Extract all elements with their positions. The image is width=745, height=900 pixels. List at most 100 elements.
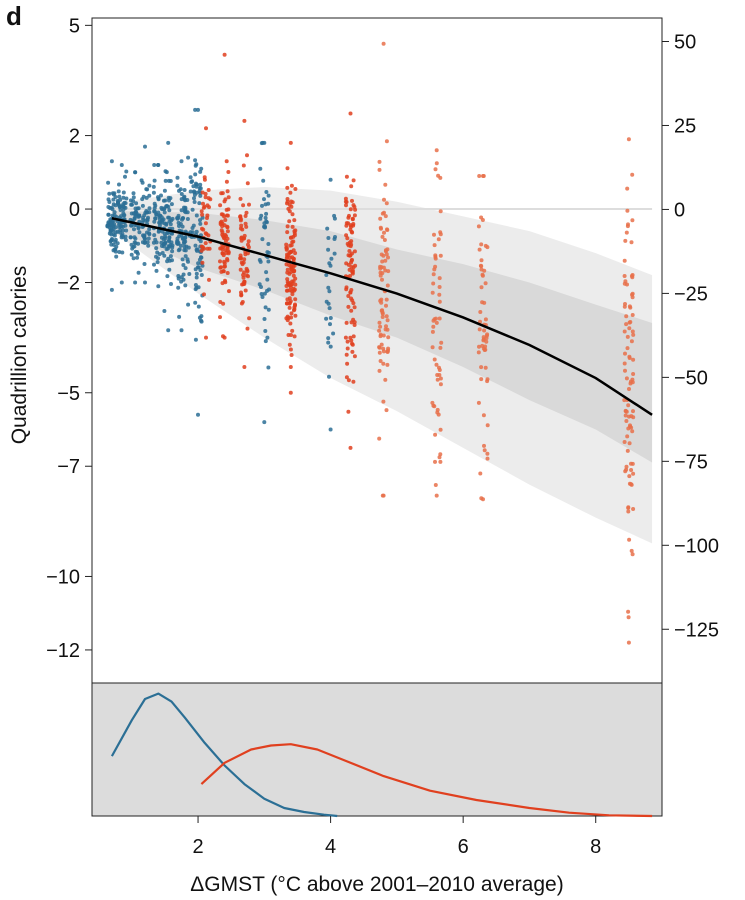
scatter-point — [484, 336, 489, 341]
scatter-point — [485, 377, 490, 382]
scatter-point — [194, 271, 199, 276]
scatter-point — [245, 153, 249, 158]
scatter-point — [384, 303, 388, 308]
scatter-point — [629, 461, 633, 466]
scatter-point — [630, 172, 635, 177]
scatter-point — [153, 209, 157, 214]
scatter-point — [242, 365, 247, 369]
scatter-point — [346, 304, 351, 309]
scatter-point — [289, 353, 294, 357]
scatter-point — [385, 228, 390, 232]
scatter-point — [262, 420, 267, 425]
scatter-point — [175, 175, 180, 180]
scatter-point — [170, 249, 175, 254]
scatter-point — [191, 184, 196, 189]
scatter-point — [190, 207, 195, 212]
scatter-point — [198, 182, 203, 187]
scatter-point — [288, 365, 293, 369]
scatter-point — [386, 346, 391, 351]
scatter-point — [345, 241, 350, 246]
scatter-point — [380, 259, 385, 264]
scatter-point — [162, 253, 167, 258]
scatter-point — [626, 640, 631, 645]
scatter-point — [153, 203, 158, 208]
scatter-point — [131, 191, 136, 196]
scatter-point — [225, 189, 230, 194]
scatter-point — [326, 247, 331, 252]
scatter-point — [476, 350, 481, 355]
scatter-point — [435, 407, 440, 412]
scatter-point — [483, 365, 488, 370]
scatter-point — [377, 436, 382, 441]
scatter-point — [222, 52, 227, 57]
scatter-point — [264, 270, 269, 275]
scatter-point — [293, 302, 297, 307]
scatter-point — [113, 195, 118, 199]
scatter-point — [348, 253, 353, 258]
scatter-point — [198, 221, 203, 226]
scatter-point — [154, 246, 159, 251]
scatter-point — [166, 140, 171, 145]
scatter-point — [624, 376, 629, 381]
scatter-point — [622, 304, 627, 309]
scatter-point — [106, 197, 111, 202]
scatter-point — [288, 243, 293, 248]
scatter-point — [193, 243, 198, 248]
scatter-point — [117, 194, 122, 199]
x-tick-label: 2 — [192, 836, 203, 858]
scatter-point — [258, 166, 263, 171]
scatter-point — [115, 241, 120, 246]
scatter-point — [349, 265, 354, 269]
scatter-point — [432, 404, 437, 409]
scatter-point — [431, 281, 436, 286]
scatter-point — [286, 316, 291, 321]
scatter-point — [225, 213, 229, 218]
scatter-point — [377, 328, 382, 333]
scatter-point — [288, 321, 293, 326]
scatter-point — [343, 199, 348, 204]
scatter-point — [129, 252, 134, 257]
scatter-point — [437, 299, 442, 304]
scatter-point — [206, 233, 211, 238]
scatter-point — [194, 213, 199, 218]
scatter-point — [121, 211, 126, 216]
scatter-point — [485, 456, 490, 461]
scatter-point — [326, 236, 331, 240]
scatter-point — [187, 272, 192, 276]
scatter-point — [198, 193, 203, 198]
scatter-point — [243, 214, 248, 218]
density-panel — [91, 682, 663, 817]
scatter-point — [178, 187, 183, 192]
scatter-point — [199, 209, 204, 214]
scatter-point — [346, 294, 351, 298]
scatter-point — [246, 245, 251, 250]
scatter-point — [627, 326, 632, 331]
scatter-point — [165, 231, 170, 236]
scatter-point — [630, 429, 635, 434]
scatter-point — [169, 202, 174, 207]
scatter-point — [192, 196, 196, 201]
scatter-point — [625, 208, 630, 213]
scatter-point — [623, 368, 627, 373]
scatter-point — [485, 451, 490, 456]
scatter-point — [290, 212, 295, 217]
scatter-point — [434, 161, 439, 166]
scatter-point — [260, 237, 265, 242]
scatter-point — [384, 314, 389, 319]
scatter-point — [352, 354, 357, 359]
scatter-point — [201, 227, 206, 232]
scatter-point — [439, 340, 444, 345]
scatter-point — [157, 217, 162, 222]
scatter-point — [218, 259, 222, 264]
scatter-point — [142, 262, 147, 266]
scatter-point — [225, 271, 230, 275]
scatter-point — [433, 167, 438, 172]
scatter-point — [266, 259, 271, 264]
scatter-point — [344, 320, 349, 325]
scatter-point — [117, 250, 122, 254]
scatter-point — [379, 297, 384, 302]
scatter-point — [241, 163, 246, 168]
scatter-point — [121, 195, 126, 200]
scatter-point — [437, 285, 442, 289]
scatter-point — [242, 279, 247, 284]
